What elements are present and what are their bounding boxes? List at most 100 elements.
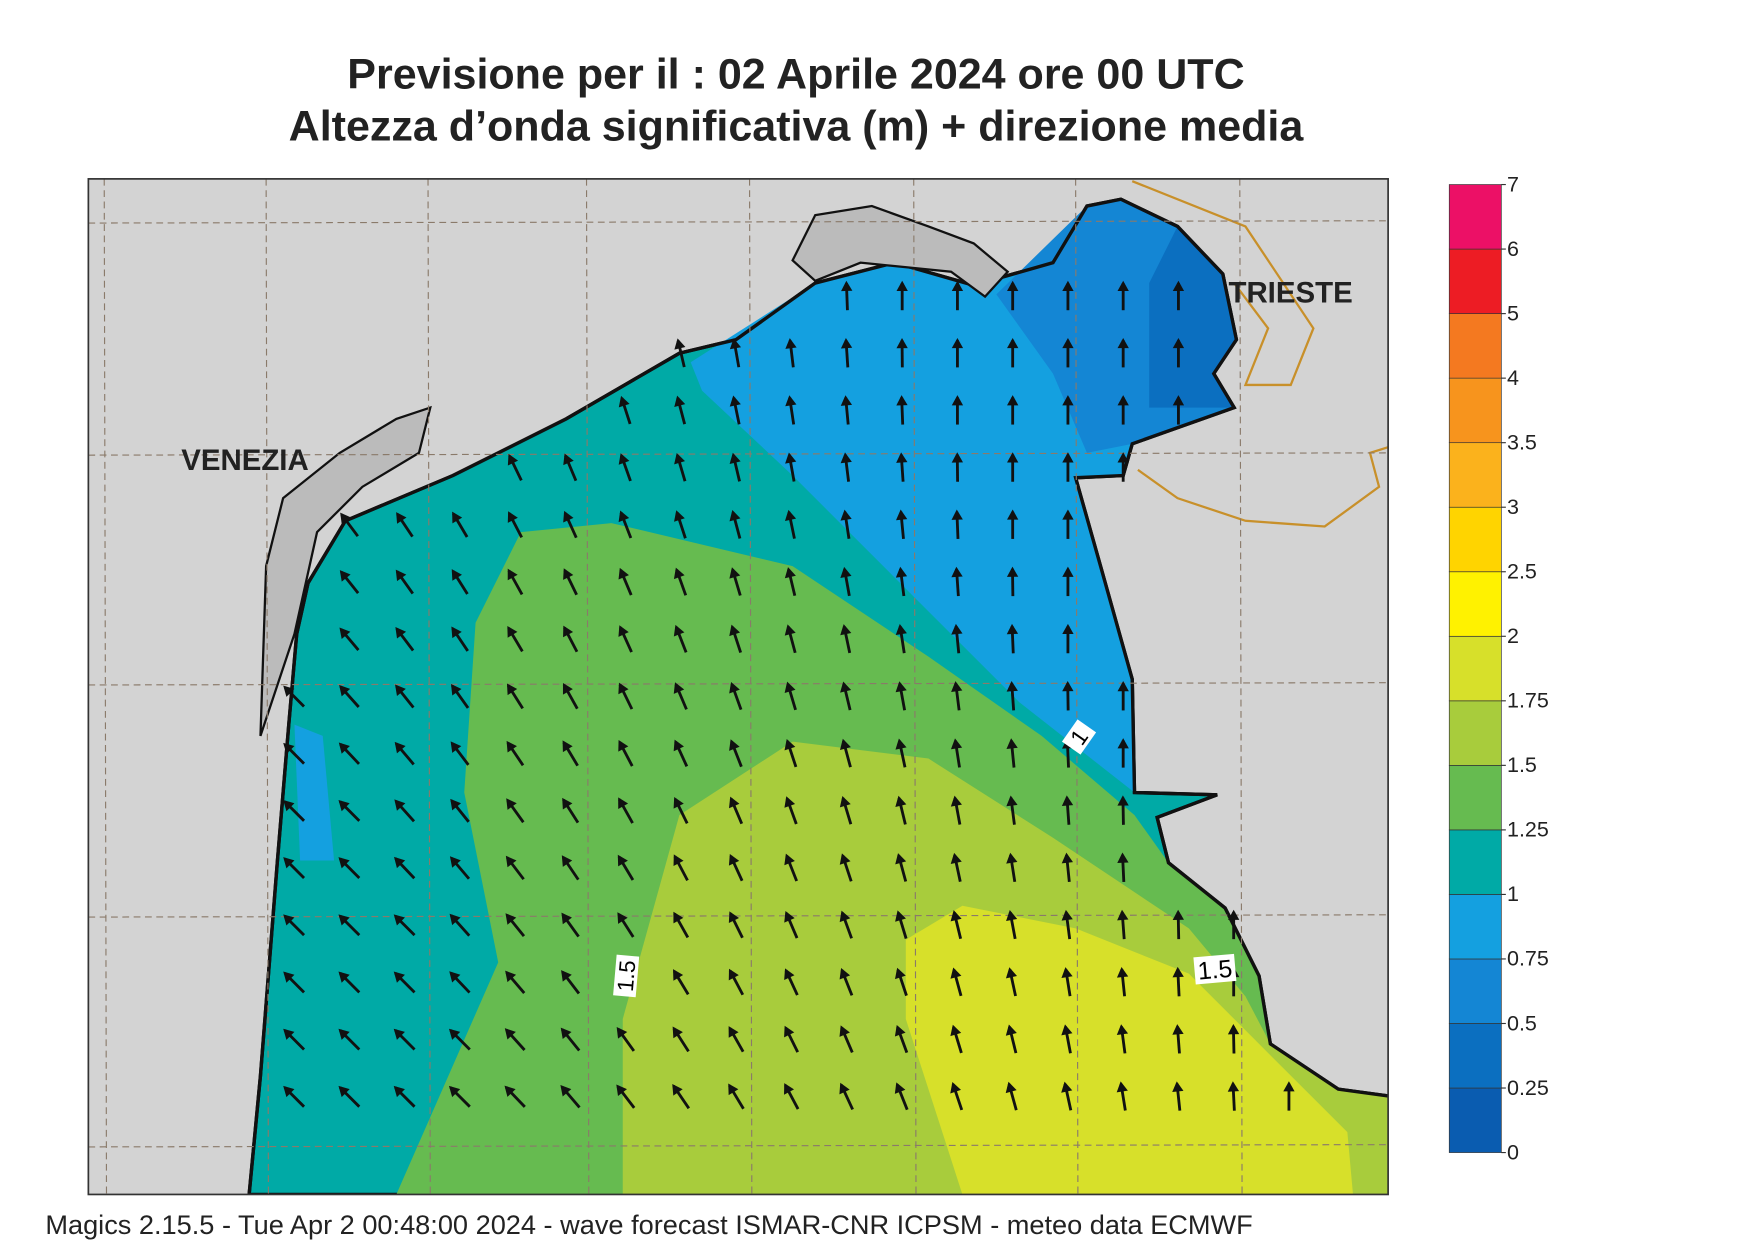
wave-arrow [618, 625, 633, 653]
colorbar-label: 2 [1507, 624, 1519, 648]
arrow-head [840, 509, 852, 521]
wave-arrow [1117, 681, 1129, 711]
colorbar-band [1448, 829, 1502, 895]
arrow-head [896, 509, 908, 521]
arrow-head [951, 681, 963, 692]
wave-arrow [1172, 337, 1185, 368]
wave-arrow [840, 395, 853, 425]
wave-arrow [1228, 909, 1240, 940]
arrow-head [839, 1025, 850, 1037]
wave-arrow [618, 395, 632, 425]
wave-arrow [951, 395, 964, 425]
arrow-head [784, 796, 796, 808]
wave-arrow [1006, 738, 1018, 768]
arrow-head [1172, 909, 1184, 921]
arrow-head [673, 567, 685, 580]
wave-arrow [784, 796, 798, 825]
arrow-head [1007, 395, 1019, 406]
arrow-head [1117, 738, 1129, 749]
wave-arrow [393, 1085, 416, 1108]
wave-arrow [560, 1027, 581, 1052]
wave-arrow [1116, 1024, 1129, 1054]
wave-arrow [784, 1025, 799, 1053]
arrow-head [507, 626, 518, 638]
colorbar-band [1448, 377, 1502, 444]
arrow-head [505, 855, 517, 868]
graticule [88, 178, 1389, 1195]
arrow-head [784, 910, 795, 923]
wave-arrow [840, 566, 852, 597]
wave-arrow [506, 740, 525, 767]
wave-arrow [896, 452, 908, 482]
arrow-head [729, 624, 741, 637]
grid-line [88, 1144, 1389, 1148]
colorbar-band [1448, 248, 1502, 314]
wave-arrow [563, 568, 578, 596]
wave-arrow [784, 1083, 800, 1110]
wave-arrow [1172, 909, 1184, 940]
arrow-head [1062, 280, 1074, 291]
arrow-head [784, 509, 797, 521]
colorbar-band [1448, 313, 1502, 379]
arrow-head [338, 742, 350, 754]
wave-arrow [1007, 395, 1019, 425]
wave-arrow [283, 742, 306, 765]
arrow-head [729, 510, 741, 522]
wave-arrow [728, 1083, 745, 1110]
wave-arrow [562, 797, 580, 824]
wave-arrow [673, 567, 688, 596]
arrow-head [1061, 795, 1074, 806]
wave-arrow [729, 681, 743, 711]
wave-arrow [674, 338, 686, 368]
arrow-head [505, 970, 517, 983]
arrow-head [1061, 1024, 1073, 1036]
arrow-head [896, 395, 908, 406]
wave-arrow [785, 395, 797, 425]
wave-arrow [450, 798, 470, 823]
wave-arrow [338, 799, 361, 822]
colorbar-label: 1.75 [1507, 689, 1549, 713]
wave-arrow [393, 1028, 416, 1051]
arrow-head [840, 681, 852, 693]
arrow-head [1228, 909, 1240, 920]
arrow-head [393, 971, 405, 983]
arrow-head [1062, 681, 1074, 692]
arrow-head [674, 510, 685, 522]
arrow-head [840, 337, 853, 349]
wave-arrow [1117, 280, 1129, 311]
wave-arrow [448, 1028, 471, 1051]
arrow-head [1117, 395, 1129, 406]
wave-arrow [839, 910, 853, 939]
contour-label-text: 1.5 [613, 959, 641, 993]
wave-arrow [1005, 1024, 1018, 1054]
arrow-head [1005, 1024, 1017, 1036]
wave-arrow [673, 739, 689, 767]
wave-arrow [673, 911, 690, 939]
arrow-head [840, 452, 852, 464]
wave-arrow [674, 452, 687, 482]
arrow-head [1116, 1081, 1128, 1093]
wave-arrow [1061, 967, 1073, 997]
map: VENEZIA TRIESTE 1 1.5 1.5 [88, 178, 1389, 1195]
wave-arrow [673, 682, 688, 710]
wave-arrow [729, 395, 741, 425]
wave-arrow [1117, 738, 1129, 768]
arrow-head [673, 969, 684, 981]
arrow-head [784, 1025, 795, 1038]
colorbar-band [1448, 1023, 1502, 1089]
wave-arrow [1005, 967, 1018, 997]
arrow-head [395, 684, 406, 696]
arrow-head [1061, 1081, 1073, 1093]
arrow-head [839, 796, 851, 808]
wave-arrow [507, 568, 524, 596]
wave-arrow [507, 511, 523, 539]
wave-arrow [950, 852, 962, 882]
arrow-head [283, 857, 295, 869]
footer: Magics 2.15.5 - Tue Apr 2 00:48:00 2024 … [45, 1209, 1252, 1240]
arrow-head [1117, 337, 1129, 349]
wave-arrow [618, 567, 633, 596]
wave-arrow [1227, 1024, 1240, 1054]
wave-arrow [394, 799, 416, 823]
wave-arrow [1283, 1081, 1295, 1111]
arrow-head [1172, 1081, 1184, 1093]
